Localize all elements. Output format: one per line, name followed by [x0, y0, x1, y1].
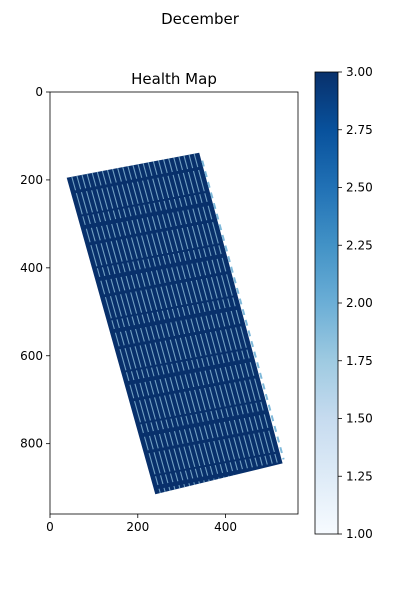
colorbar [314, 71, 339, 535]
colorbar-tick-label: 1.75 [346, 354, 373, 368]
colorbar-tick-label: 2.25 [346, 238, 373, 252]
y-tick-label: 200 [20, 173, 43, 187]
field-stripe [142, 163, 230, 477]
field-stripes [71, 153, 285, 494]
field-stripe [152, 161, 240, 475]
field-stripe [96, 171, 186, 488]
field-stripe [86, 173, 176, 490]
field-stripe [76, 175, 166, 492]
plot-title: Health Map [131, 70, 217, 88]
colorbar-tick-label: 1.25 [346, 469, 373, 483]
field-stripe [127, 166, 215, 481]
field-stripe [132, 165, 220, 479]
x-tick-label: 400 [214, 520, 237, 534]
colorbar-tick-label: 3.00 [346, 65, 373, 79]
field-stripe [112, 168, 200, 484]
field-stripe [117, 167, 205, 483]
y-axis: 0 200 400 600 800 [20, 85, 50, 451]
field-polygon [66, 152, 283, 495]
colorbar-tick-label: 2.00 [346, 296, 373, 310]
x-axis: 0 200 400 [46, 514, 237, 534]
x-tick-label: 200 [126, 520, 149, 534]
colorbar-tick-label: 1.50 [346, 412, 373, 426]
y-tick-label: 0 [35, 85, 43, 99]
field-stripe [101, 170, 191, 487]
y-tick-label: 400 [20, 261, 43, 275]
field-stripe [91, 172, 181, 489]
field-stripe [122, 166, 210, 482]
field-edge [201, 160, 285, 460]
field-stripe [106, 169, 196, 485]
plot-frame [49, 91, 299, 515]
field-stripe [71, 176, 161, 494]
field-stripe [81, 174, 171, 491]
figure-title: December [161, 10, 240, 28]
field-stripe [137, 164, 225, 478]
colorbar-tick-label: 2.50 [346, 181, 373, 195]
field-stripe [147, 162, 235, 476]
colorbar-ticks: 1.00 1.25 1.50 1.75 2.00 2.25 2.50 2.75 3.00 [338, 65, 373, 541]
y-tick-label: 800 [20, 437, 43, 451]
x-tick-label: 0 [46, 520, 54, 534]
field-layer [66, 152, 285, 495]
colorbar-tick-label: 1.00 [346, 527, 373, 541]
colorbar-tick-label: 2.75 [346, 123, 373, 137]
plot-area [66, 152, 285, 495]
y-tick-label: 600 [20, 349, 43, 363]
